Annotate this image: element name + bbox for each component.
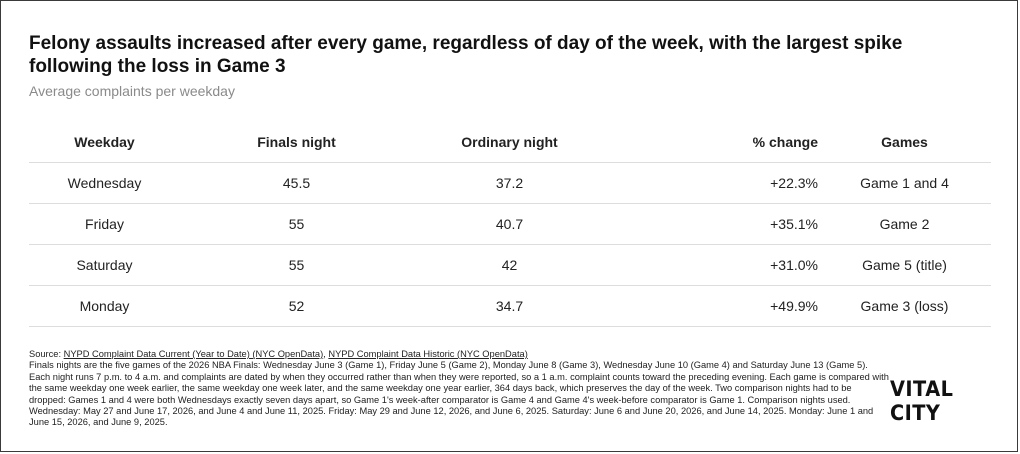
cell-finals-night: 55	[180, 244, 413, 286]
column-header-games: Games	[818, 122, 991, 163]
cell-games: Game 2	[818, 203, 991, 245]
source-prefix: Source:	[29, 349, 64, 359]
cell-finals-night: 45.5	[180, 162, 413, 204]
column-header-finals-night: Finals night	[180, 122, 413, 163]
footnotes: Source: NYPD Complaint Data Current (Yea…	[29, 349, 889, 429]
column-header-weekday: Weekday	[29, 122, 180, 163]
cell-weekday: Monday	[29, 285, 180, 327]
cell-games: Game 3 (loss)	[818, 285, 991, 327]
cell-games: Game 5 (title)	[818, 244, 991, 286]
table-row: Friday 55 40.7 +35.1% Game 2	[29, 203, 991, 245]
cell-ordinary-night: 42	[413, 244, 606, 286]
cell-pct-change: +35.1%	[606, 203, 818, 245]
source-link-historic[interactable]: NYPD Complaint Data Historic (NYC OpenDa…	[328, 349, 528, 359]
cell-pct-change: +31.0%	[606, 244, 818, 286]
table-row: Wednesday 45.5 37.2 +22.3% Game 1 and 4	[29, 162, 991, 204]
vital-city-logo: VITAL CITY	[890, 377, 954, 425]
cell-ordinary-night: 40.7	[413, 203, 606, 245]
cell-pct-change: +22.3%	[606, 162, 818, 204]
column-header-ordinary-night: Ordinary night	[413, 122, 606, 163]
data-table: Weekday Finals night Ordinary night % ch…	[29, 122, 991, 327]
source-link-current[interactable]: NYPD Complaint Data Current (Year to Dat…	[63, 349, 324, 359]
source-separator: ,	[323, 349, 329, 359]
table-row: Saturday 55 42 +31.0% Game 5 (title)	[29, 244, 991, 286]
source-line: Source: NYPD Complaint Data Current (Yea…	[29, 349, 889, 360]
chart-title: Felony assaults increased after every ga…	[29, 33, 903, 77]
cell-games: Game 1 and 4	[818, 162, 991, 204]
cell-weekday: Wednesday	[29, 162, 180, 204]
column-header-pct-change: % change	[606, 122, 818, 163]
cell-pct-change: +49.9%	[606, 285, 818, 327]
cell-weekday: Friday	[29, 203, 180, 245]
cell-ordinary-night: 34.7	[413, 285, 606, 327]
cell-weekday: Saturday	[29, 244, 180, 286]
cell-finals-night: 52	[180, 285, 413, 327]
chart-subtitle: Average complaints per weekday	[29, 83, 235, 99]
cell-finals-night: 55	[180, 203, 413, 245]
table-row: Monday 52 34.7 +49.9% Game 3 (loss)	[29, 285, 991, 327]
cell-ordinary-night: 37.2	[413, 162, 606, 204]
header-row: Weekday Finals night Ordinary night % ch…	[29, 122, 991, 163]
methodology-note: Finals nights are the five games of the …	[29, 360, 889, 428]
